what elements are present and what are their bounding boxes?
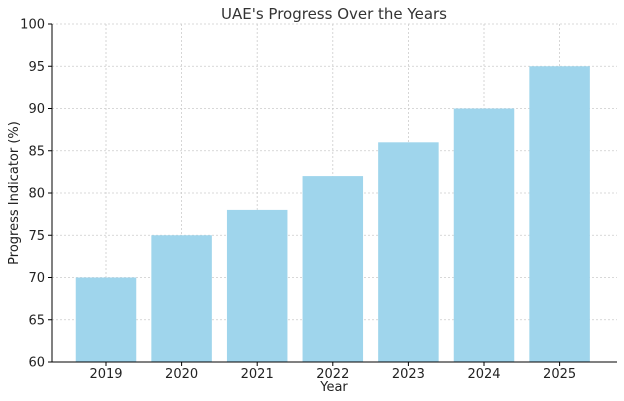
y-tick-label: 65 — [28, 313, 45, 328]
y-axis-label: Progress Indicator (%) — [7, 121, 22, 265]
y-tick-label: 70 — [28, 271, 45, 286]
y-tick-label: 90 — [28, 102, 45, 117]
y-tick-label: 100 — [20, 18, 45, 33]
y-tick-label: 60 — [28, 356, 45, 371]
bar-2022 — [302, 176, 364, 362]
chart-title: UAE's Progress Over the Years — [221, 5, 447, 23]
y-tick-label: 80 — [28, 187, 45, 202]
bar-2023 — [378, 142, 439, 362]
y-tick-label: 75 — [28, 229, 45, 244]
x-tick-label: 2024 — [467, 367, 500, 382]
bar-2024 — [453, 108, 515, 362]
bar-2021 — [226, 209, 288, 362]
x-tick-label: 2019 — [89, 367, 122, 382]
x-tick-label: 2021 — [241, 367, 274, 382]
bar-layer — [75, 66, 590, 362]
x-tick-label: 2022 — [316, 367, 349, 382]
x-axis-label: Year — [319, 380, 348, 395]
x-tick-label: 2025 — [543, 367, 576, 382]
x-tick-label: 2020 — [165, 367, 198, 382]
x-tick-label: 2023 — [392, 367, 425, 382]
y-tick-label: 85 — [28, 144, 45, 159]
y-tick-label: 95 — [28, 60, 45, 75]
bar-2020 — [151, 235, 212, 362]
bar-2019 — [75, 277, 137, 362]
axis-layer: 60 65 70 75 80 85 90 95 100 2019 2020 2021 2022 2023 2… — [20, 18, 617, 382]
bar-2025 — [529, 66, 590, 362]
